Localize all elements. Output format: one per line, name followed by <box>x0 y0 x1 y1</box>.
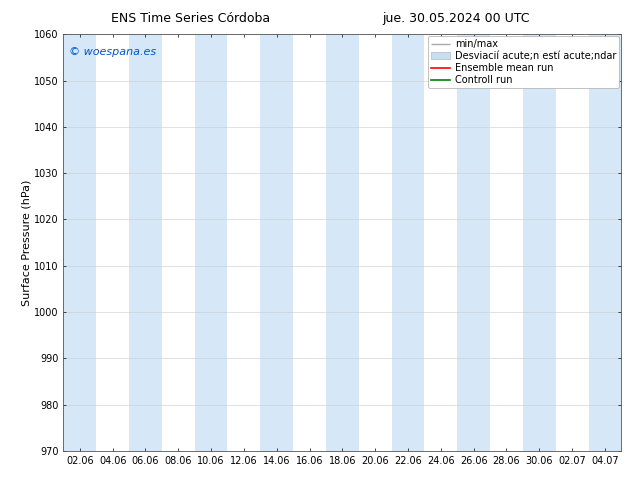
Bar <box>392 34 424 451</box>
Legend: min/max, Desviacií acute;n estí acute;ndar, Ensemble mean run, Controll run: min/max, Desviacií acute;n estí acute;nd… <box>428 36 619 88</box>
Bar <box>523 34 555 451</box>
Bar <box>457 34 490 451</box>
Y-axis label: Surface Pressure (hPa): Surface Pressure (hPa) <box>21 179 31 306</box>
Text: © woespana.es: © woespana.es <box>69 47 156 57</box>
Text: ENS Time Series Córdoba: ENS Time Series Córdoba <box>111 12 269 25</box>
Bar <box>261 34 293 451</box>
Bar <box>129 34 162 451</box>
Bar <box>195 34 228 451</box>
Bar <box>63 34 96 451</box>
Bar <box>326 34 359 451</box>
Bar <box>588 34 621 451</box>
Text: jue. 30.05.2024 00 UTC: jue. 30.05.2024 00 UTC <box>383 12 530 25</box>
